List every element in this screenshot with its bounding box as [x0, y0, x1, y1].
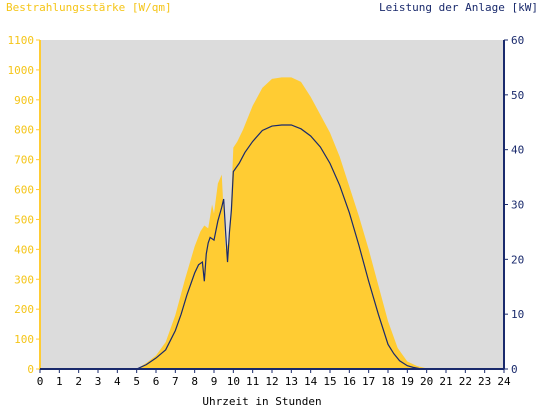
right-tick-label: 30	[511, 199, 524, 212]
left-tick-label: 700	[14, 154, 34, 167]
left-tick-label: 1100	[8, 34, 35, 47]
right-axis-ticks: 0 10 20 30 40 50 60	[504, 34, 524, 376]
left-tick-label: 400	[14, 243, 34, 256]
left-tick-label: 600	[14, 184, 34, 197]
x-axis-label: Uhrzeit in Stunden	[202, 395, 321, 408]
x-tick-label: 15	[323, 375, 336, 388]
left-tick-label: 1000	[8, 64, 35, 77]
x-tick-label: 9	[211, 375, 218, 388]
x-tick-label: 11	[246, 375, 259, 388]
x-tick-label: 5	[133, 375, 140, 388]
left-tick-label: 500	[14, 213, 34, 226]
left-axis-title: Bestrahlungsstärke [W/qm]	[6, 1, 172, 14]
power-line	[40, 124, 504, 370]
x-tick-label: 8	[191, 375, 198, 388]
x-tick-label: 6	[153, 375, 160, 388]
left-tick-label: 800	[14, 124, 34, 137]
x-tick-label: 10	[227, 375, 240, 388]
x-tick-label: 7	[172, 375, 179, 388]
x-tick-label: 1	[56, 375, 63, 388]
x-tick-label: 13	[285, 375, 298, 388]
right-axis-title: Leistung der Anlage [kW]	[379, 1, 538, 14]
x-tick-label: 16	[343, 375, 356, 388]
right-tick-label: 20	[511, 253, 524, 266]
x-tick-label: 0	[37, 375, 44, 388]
x-tick-label: 21	[439, 375, 452, 388]
left-tick-label: 900	[14, 94, 34, 107]
x-tick-label: 4	[114, 375, 121, 388]
left-axis-ticks: 0 100 200 300 400 500 600 700 800 900 1000 1100	[8, 34, 40, 376]
x-tick-label: 18	[381, 375, 394, 388]
irradiance-area	[40, 77, 504, 369]
x-tick-label: 23	[478, 375, 491, 388]
x-tick-label: 14	[304, 375, 318, 388]
x-tick-label: 22	[459, 375, 472, 388]
x-tick-label: 24	[497, 375, 511, 388]
x-tick-label: 19	[401, 375, 414, 388]
right-tick-label: 50	[511, 89, 524, 102]
left-tick-label: 200	[14, 303, 34, 316]
x-tick-label: 3	[95, 375, 102, 388]
right-tick-label: 0	[511, 363, 518, 376]
right-tick-label: 40	[511, 144, 524, 157]
x-tick-label: 17	[362, 375, 375, 388]
left-tick-label: 100	[14, 333, 34, 346]
left-tick-label: 300	[14, 273, 34, 286]
x-tick-label: 12	[265, 375, 278, 388]
left-tick-label: 0	[27, 363, 34, 376]
right-tick-label: 60	[511, 34, 524, 47]
x-tick-label: 2	[75, 375, 82, 388]
x-axis-ticks: 0 1 2 3 4 5 6 7 8 9 10 11 12 13 14 15 16 17 18 19 20 21 22 23 24	[37, 369, 511, 388]
x-tick-label: 20	[420, 375, 433, 388]
right-tick-label: 10	[511, 308, 524, 321]
